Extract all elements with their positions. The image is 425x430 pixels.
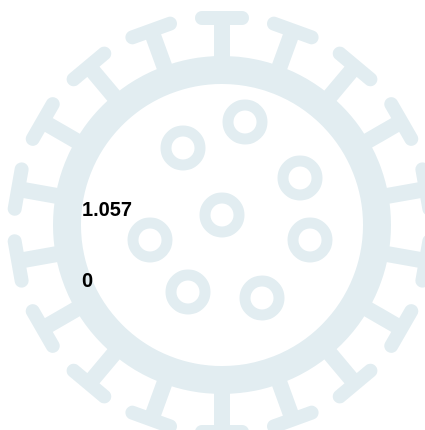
inner-ring: [171, 275, 205, 309]
inner-ring: [293, 223, 327, 257]
value-text: 1.057: [82, 199, 132, 222]
page: {"items": ["1.057", "0"]} 1.057 0 (() =>…: [0, 0, 425, 430]
spike-cap: [274, 413, 312, 427]
spike-stem: [367, 123, 399, 142]
spike-cap: [132, 24, 170, 38]
inner-ring: [283, 161, 317, 195]
spike-cap: [15, 169, 22, 208]
spike-stem: [20, 189, 56, 195]
value-text: 0: [82, 270, 93, 293]
inner-ring: [228, 105, 262, 139]
virus-icon: [15, 18, 425, 430]
spike-stem: [387, 189, 423, 195]
inner-ring: [245, 281, 279, 315]
spike-stem: [387, 254, 423, 260]
spike-stem: [330, 68, 354, 96]
spike-cap: [274, 24, 312, 38]
spike-stem: [152, 32, 165, 67]
spike-stem: [279, 383, 292, 418]
spike-stem: [90, 68, 114, 96]
inner-ring: [133, 223, 167, 257]
spike-cap: [15, 241, 22, 280]
spike-stem: [20, 254, 56, 260]
spike-stem: [44, 123, 76, 142]
outer-ring: [67, 70, 377, 380]
spike-stem: [152, 383, 165, 418]
spike-stem: [44, 309, 76, 328]
spike-stem: [279, 32, 292, 67]
spike-stem: [90, 354, 114, 382]
virus-watermark: [0, 0, 425, 430]
inner-ring: [166, 131, 200, 165]
inner-ring: [205, 198, 239, 232]
spike-cap: [132, 413, 170, 427]
spike-stem: [367, 309, 399, 328]
spike-stem: [330, 354, 354, 382]
